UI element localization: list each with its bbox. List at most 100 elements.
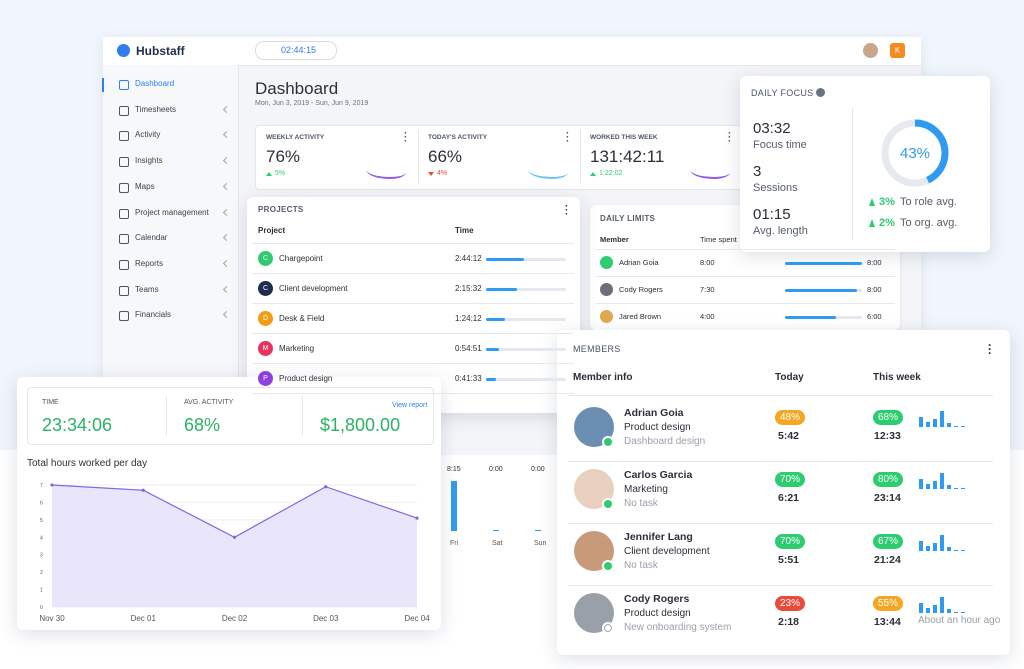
member-project: Product design: [624, 608, 691, 619]
info-icon: [816, 88, 825, 97]
today-badge: 70%: [775, 472, 806, 487]
nav-icon: [119, 285, 129, 296]
day-bar: [451, 481, 457, 531]
project-time: 0:41:33: [455, 374, 482, 383]
y-tick-label: 6: [40, 500, 43, 506]
time-spent: 4:00: [700, 312, 715, 321]
project-name: Marketing: [279, 344, 315, 353]
user-avatar[interactable]: K: [890, 43, 905, 58]
x-tick-label: Dec 02: [222, 614, 248, 623]
member-avatar: [600, 256, 613, 269]
mini-bar: [919, 417, 923, 427]
chart-title: Total hours worked per day: [27, 458, 147, 469]
stat-divider: [580, 130, 581, 183]
summary-box: [27, 387, 434, 445]
today-badge: 23%: [775, 596, 806, 611]
mini-bar: [926, 484, 930, 489]
nav-icon: [119, 131, 129, 142]
today-badge: 70%: [775, 534, 806, 549]
sparkline: [690, 163, 730, 179]
comparison-label: To role avg.: [900, 196, 957, 208]
area: [52, 485, 417, 607]
mini-bar: [933, 605, 937, 613]
nav-item: Insights: [135, 156, 163, 166]
stat-label: WEEKLY ACTIVITY: [266, 134, 325, 141]
stat-change: 1:22:02: [599, 170, 623, 177]
project-name: Product design: [279, 374, 333, 383]
mini-bar: [919, 603, 923, 613]
project-initial: M: [258, 341, 273, 356]
bar-time: 8:15: [447, 466, 461, 473]
project-name: Desk & Field: [279, 314, 325, 323]
active-indicator: [102, 78, 104, 92]
mini-bar: [926, 546, 930, 551]
bar-time: 0:00: [489, 466, 503, 473]
member-name: Adrian Goia: [624, 407, 684, 419]
project-initial: D: [258, 311, 273, 326]
row-divider: [252, 333, 574, 334]
summary-value: 68%: [184, 415, 221, 435]
mini-bar: [961, 488, 965, 489]
stat-label: WORKED THIS WEEK: [590, 134, 658, 141]
mini-bar: [919, 479, 923, 489]
nav-item: Activity: [135, 130, 161, 140]
stat-divider: [418, 130, 419, 183]
nav-icon: [119, 208, 129, 219]
mini-bar: [940, 535, 944, 551]
time-spent: 7:30: [700, 285, 715, 294]
comparison-label: To org. avg.: [900, 217, 958, 229]
col-header: Today: [775, 372, 804, 383]
mini-bar: [926, 608, 930, 613]
top-bar: [103, 37, 921, 66]
logo: [117, 44, 130, 57]
nav-icon: [119, 234, 129, 245]
week-badge: 67%: [873, 534, 904, 549]
mini-bar: [954, 488, 958, 489]
summary-label: TIME: [42, 399, 59, 406]
stat-menu: · · ·: [404, 128, 408, 147]
nav-item: Calendar: [135, 233, 168, 243]
focus-label: Sessions: [753, 182, 798, 194]
member-avatar: [600, 310, 613, 323]
profile-photo[interactable]: [863, 43, 878, 58]
bar-fragment: [441, 455, 557, 575]
view-report[interactable]: View report: [392, 402, 428, 409]
member-task: Dashboard design: [624, 436, 706, 447]
week-time: 12:33: [874, 430, 901, 442]
today-badge: 48%: [775, 410, 806, 425]
x-tick-label: Nov 30: [39, 614, 65, 623]
week-time: 13:44: [874, 616, 901, 628]
col-header: Time: [455, 226, 474, 235]
summary-label: AVG. ACTIVITY: [184, 399, 234, 406]
mini-bar: [940, 473, 944, 489]
stat-value: 76%: [266, 147, 301, 166]
status-dot: [602, 622, 614, 634]
today-time: 6:21: [778, 492, 800, 504]
member-task: No task: [624, 560, 658, 571]
nav-icon: [119, 259, 129, 270]
mini-bar: [947, 547, 951, 551]
focus-title: DAILY FOCUS: [751, 88, 814, 98]
mini-bar: [919, 541, 923, 551]
date-range: Mon, Jun 3, 2019 - Sun, Jun 9, 2019: [255, 100, 369, 107]
sparkline: [366, 163, 406, 179]
nav-item: Project management: [135, 207, 209, 217]
sparkline: [528, 163, 568, 179]
y-tick-label: 4: [40, 535, 43, 541]
col-header: Member info: [573, 372, 633, 383]
focus-value: 03:32: [753, 120, 791, 137]
timer-box[interactable]: [255, 41, 337, 60]
limit-bar: [785, 289, 862, 292]
status-dot: [602, 498, 614, 510]
project-initial: P: [258, 371, 273, 386]
member-name: Carlos Garcia: [624, 469, 693, 481]
mini-bar: [961, 612, 965, 613]
member-name: Jennifer Lang: [624, 531, 693, 543]
focus-label: Focus time: [753, 139, 807, 151]
focus-gauge: [880, 118, 950, 188]
project-bar: [486, 348, 566, 351]
project-bar: [486, 318, 566, 321]
week-time: 21:24: [874, 554, 901, 566]
header-divider: [568, 395, 993, 396]
stat-change: 5%: [275, 170, 286, 177]
